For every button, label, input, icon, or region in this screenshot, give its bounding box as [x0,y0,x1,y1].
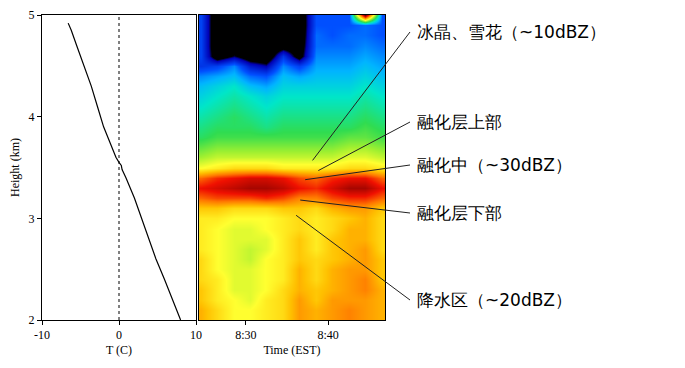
svg-text:0: 0 [116,328,122,342]
svg-text:降水区（~20dBZ）: 降水区（~20dBZ） [417,290,572,310]
svg-text:Height (km): Height (km) [8,138,22,197]
svg-text:8:40: 8:40 [318,328,339,342]
svg-text:4: 4 [29,110,35,124]
svg-text:-10: -10 [34,328,50,342]
svg-text:融化层上部: 融化层上部 [417,112,502,132]
svg-text:Time (EST): Time (EST) [263,343,320,357]
svg-text:T (C): T (C) [106,343,132,357]
svg-text:冰晶、雪花（~10dBZ）: 冰晶、雪花（~10dBZ） [417,22,606,42]
svg-text:2: 2 [29,313,35,327]
svg-text:3: 3 [29,212,35,226]
svg-text:融化中（~30dBZ）: 融化中（~30dBZ） [417,155,572,175]
svg-text:5: 5 [29,8,35,22]
svg-text:8:30: 8:30 [235,328,256,342]
svg-text:融化层下部: 融化层下部 [417,203,502,223]
svg-text:10: 10 [190,328,202,342]
